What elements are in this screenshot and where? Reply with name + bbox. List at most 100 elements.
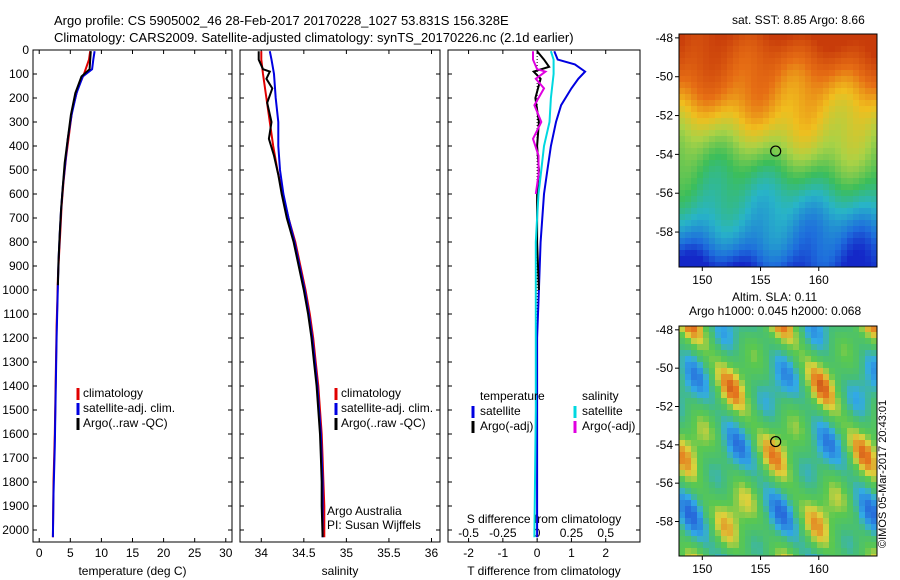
sst-map-cell bbox=[793, 196, 799, 202]
sla-map-cell bbox=[853, 506, 859, 512]
sst-map-cell bbox=[691, 70, 697, 76]
sst-map-cell bbox=[715, 244, 721, 250]
sla-map-cell bbox=[787, 548, 793, 554]
sla-map-cell bbox=[751, 404, 757, 410]
sst-map-cell bbox=[829, 100, 835, 106]
sla-map-cell bbox=[703, 368, 709, 374]
sst-map-cell bbox=[823, 184, 829, 190]
sst-map-cell bbox=[781, 220, 787, 226]
sla-map-cell bbox=[835, 404, 841, 410]
sst-map-cell bbox=[697, 52, 703, 58]
sla-map-cell bbox=[859, 542, 865, 548]
sst-map-cell bbox=[853, 256, 859, 262]
sst-map-cell bbox=[781, 232, 787, 238]
sla-map-cell bbox=[805, 428, 811, 434]
sst-map-cell bbox=[787, 160, 793, 166]
sst-map-cell bbox=[835, 76, 841, 82]
sla-map-cell bbox=[781, 332, 787, 338]
sst-map-cell bbox=[817, 256, 823, 262]
sla-map-cell bbox=[715, 410, 721, 416]
sla-map-cell bbox=[775, 332, 781, 338]
sla-map-cell bbox=[793, 464, 799, 470]
sla-map-cell bbox=[763, 500, 769, 506]
sla-map-cell bbox=[685, 410, 691, 416]
sla-map-cell bbox=[685, 524, 691, 530]
sla-float-position-marker bbox=[770, 435, 782, 448]
sst-map-cell bbox=[697, 154, 703, 160]
sla-map-cell bbox=[871, 452, 877, 458]
sst-map-cell bbox=[715, 124, 721, 130]
sla-map-cell bbox=[709, 488, 715, 494]
sst-map-cell bbox=[853, 46, 859, 52]
sla-map-cell bbox=[685, 470, 691, 476]
sst-map-cell bbox=[793, 76, 799, 82]
sst-map-cell bbox=[775, 208, 781, 214]
sst-map-cell bbox=[781, 34, 787, 40]
sla-map-cell bbox=[811, 326, 817, 332]
s-diff-tick-label: -0.5 bbox=[458, 526, 479, 540]
sst-map-cell bbox=[871, 46, 877, 52]
sst-map-cell bbox=[841, 190, 847, 196]
sst-map-cell bbox=[703, 94, 709, 100]
sst-map-cell bbox=[679, 40, 685, 46]
sst-map-cell bbox=[715, 190, 721, 196]
sla-map-cell bbox=[865, 356, 871, 362]
difference-xtick-label: -2 bbox=[463, 546, 474, 560]
sla-map-cell bbox=[787, 530, 793, 536]
sst-map-cell bbox=[853, 94, 859, 100]
sst-map-cell bbox=[787, 190, 793, 196]
sst-map-cell bbox=[733, 184, 739, 190]
sst-map-cell bbox=[739, 52, 745, 58]
sst-map-cell bbox=[691, 262, 697, 267]
sst-map-cell bbox=[679, 34, 685, 40]
sla-map-cell bbox=[799, 428, 805, 434]
sst-map-cell bbox=[787, 238, 793, 244]
sla-map-cell bbox=[703, 536, 709, 542]
sla-map-cell bbox=[733, 494, 739, 500]
sst-map-cell bbox=[829, 112, 835, 118]
sla-map-cell bbox=[859, 446, 865, 452]
sst-map-cell bbox=[679, 130, 685, 136]
sst-map-cell bbox=[727, 118, 733, 124]
sst-map-cell bbox=[805, 130, 811, 136]
legend-label: Argo(..raw -QC) bbox=[83, 416, 168, 430]
sst-map-cell bbox=[721, 148, 727, 154]
sla-map-cell bbox=[787, 338, 793, 344]
sla-map-cell bbox=[829, 392, 835, 398]
sst-map-cell bbox=[739, 100, 745, 106]
sla-map-cell bbox=[847, 458, 853, 464]
sst-map-cell bbox=[865, 52, 871, 58]
sst-map-cell bbox=[727, 256, 733, 262]
sla-map-cell bbox=[751, 374, 757, 380]
sla-map-cell bbox=[841, 548, 847, 554]
sla-map-cell bbox=[703, 542, 709, 548]
sst-map-cell bbox=[685, 256, 691, 262]
sla-map-cell bbox=[775, 488, 781, 494]
sla-map-cell bbox=[733, 326, 739, 332]
sla-map-cell bbox=[769, 416, 775, 422]
sst-map-cell bbox=[691, 136, 697, 142]
sla-map-cell bbox=[727, 404, 733, 410]
sst-map-cell bbox=[859, 82, 865, 88]
sst-map-cell bbox=[847, 40, 853, 46]
sst-map-cell bbox=[685, 202, 691, 208]
sla-map-cell bbox=[697, 338, 703, 344]
sst-map-cell bbox=[859, 232, 865, 238]
sst-map-cell bbox=[769, 160, 775, 166]
sst-map-cell bbox=[841, 46, 847, 52]
sst-map-cell bbox=[715, 40, 721, 46]
sst-map-cell bbox=[727, 148, 733, 154]
sla-map-cell bbox=[721, 446, 727, 452]
sst-map-cell bbox=[775, 64, 781, 70]
sst-map-cell bbox=[745, 178, 751, 184]
sla-map-cell bbox=[709, 482, 715, 488]
sla-map-cell bbox=[757, 536, 763, 542]
sla-map-cell bbox=[787, 344, 793, 350]
sla-map-cell bbox=[793, 470, 799, 476]
sst-map-cell bbox=[769, 94, 775, 100]
sst-map-cell bbox=[841, 58, 847, 64]
sla-map-cell bbox=[811, 392, 817, 398]
sla-map-cell bbox=[853, 368, 859, 374]
sla-map-cell bbox=[763, 380, 769, 386]
sla-map-cell bbox=[841, 404, 847, 410]
